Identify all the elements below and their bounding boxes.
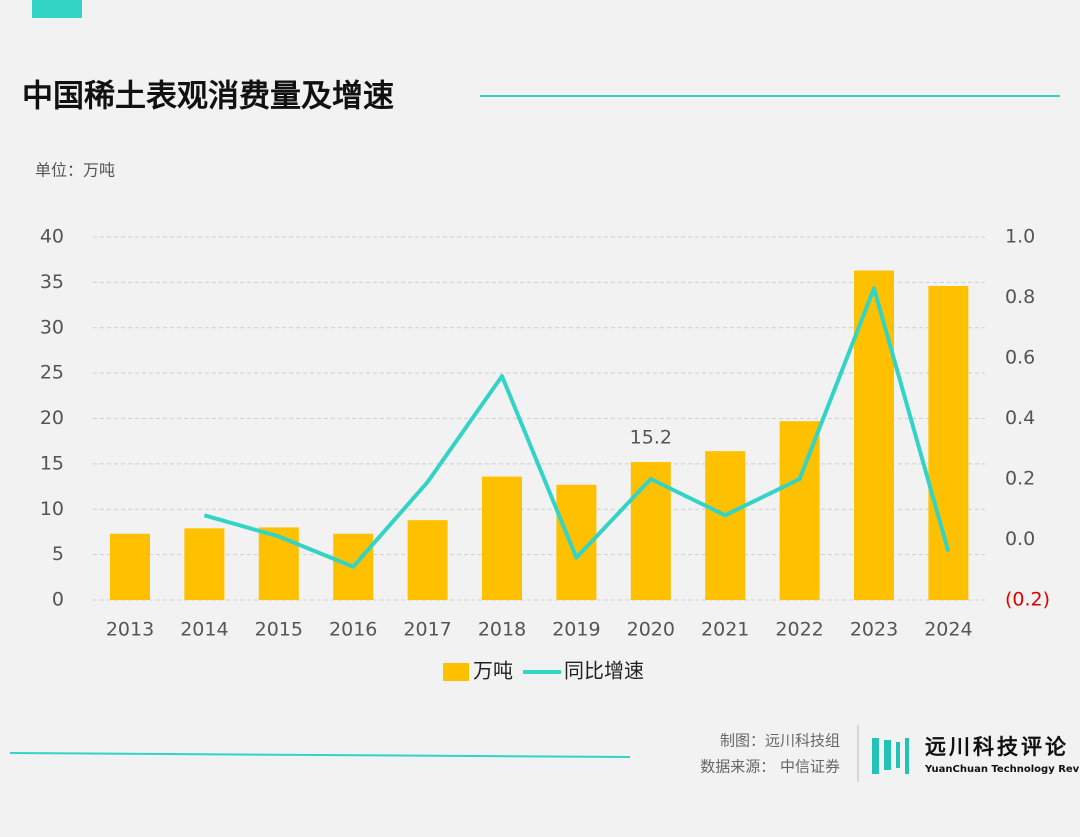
chart-title: 中国稀土表观消费量及增速 <box>22 79 394 115</box>
y-tick-label: 30 <box>40 316 64 338</box>
x-tick-label: 2020 <box>627 619 675 641</box>
y-tick-label: 25 <box>40 362 64 384</box>
x-tick-label: 2019 <box>552 619 600 641</box>
bar <box>779 421 820 600</box>
y-tick-label: 35 <box>40 271 64 293</box>
x-tick-label: 2013 <box>106 619 154 641</box>
y-tick-label: 15 <box>40 452 64 474</box>
y2-tick-label: 1.0 <box>1005 226 1035 248</box>
x-tick-label: 2023 <box>850 619 898 641</box>
y-tick-label: 5 <box>52 543 64 565</box>
bar <box>110 533 150 600</box>
y2-tick-label: (0.2) <box>1005 589 1050 611</box>
accent-block <box>32 0 82 18</box>
logo-bar <box>905 738 909 774</box>
y-tick-label: 0 <box>52 589 64 611</box>
bar <box>705 451 746 600</box>
y2-tick-label: 0.6 <box>1005 347 1035 369</box>
y-tick-label: 10 <box>40 498 64 520</box>
data-label: 15.2 <box>630 427 672 449</box>
x-tick-label: 2022 <box>775 619 823 641</box>
logo-bar <box>884 740 891 770</box>
legend-label: 同比增速 <box>564 659 644 683</box>
x-tick-label: 2024 <box>924 619 972 641</box>
x-tick-label: 2017 <box>403 619 451 641</box>
line <box>203 286 951 569</box>
brand: 远川科技评论 <box>925 735 1069 759</box>
logo-bar <box>872 738 879 774</box>
brand-en: YuanChuan Technology Review <box>924 764 1080 775</box>
x-tick-label: 2014 <box>180 619 228 641</box>
source: 数据来源： 中信证券 <box>700 758 840 776</box>
x-tick-label: 2015 <box>255 619 303 641</box>
y2-tick-label: 0.8 <box>1005 286 1035 308</box>
x-tick-label: 2016 <box>329 619 377 641</box>
footer-rule <box>9 752 631 758</box>
credit: 制图：远川科技组 <box>720 732 840 750</box>
y-tick-label: 40 <box>40 226 64 248</box>
logo <box>872 738 909 774</box>
logo-bar <box>896 742 900 768</box>
x-tick-label: 2018 <box>478 619 526 641</box>
legend-label: 万吨 <box>473 659 513 683</box>
bar <box>258 527 299 600</box>
legend-swatch <box>443 663 469 681</box>
bar <box>482 476 522 600</box>
bar <box>630 462 671 600</box>
y2-tick-label: 0.2 <box>1005 468 1035 490</box>
y2-tick-label: 0.4 <box>1005 407 1035 429</box>
bar <box>407 520 448 600</box>
bar <box>928 286 969 600</box>
y-tick-label: 20 <box>40 407 64 429</box>
unit-label: 单位：万吨 <box>35 161 115 180</box>
bar <box>184 528 225 600</box>
y2-tick-label: 0.0 <box>1005 528 1035 550</box>
x-tick-label: 2021 <box>701 619 749 641</box>
